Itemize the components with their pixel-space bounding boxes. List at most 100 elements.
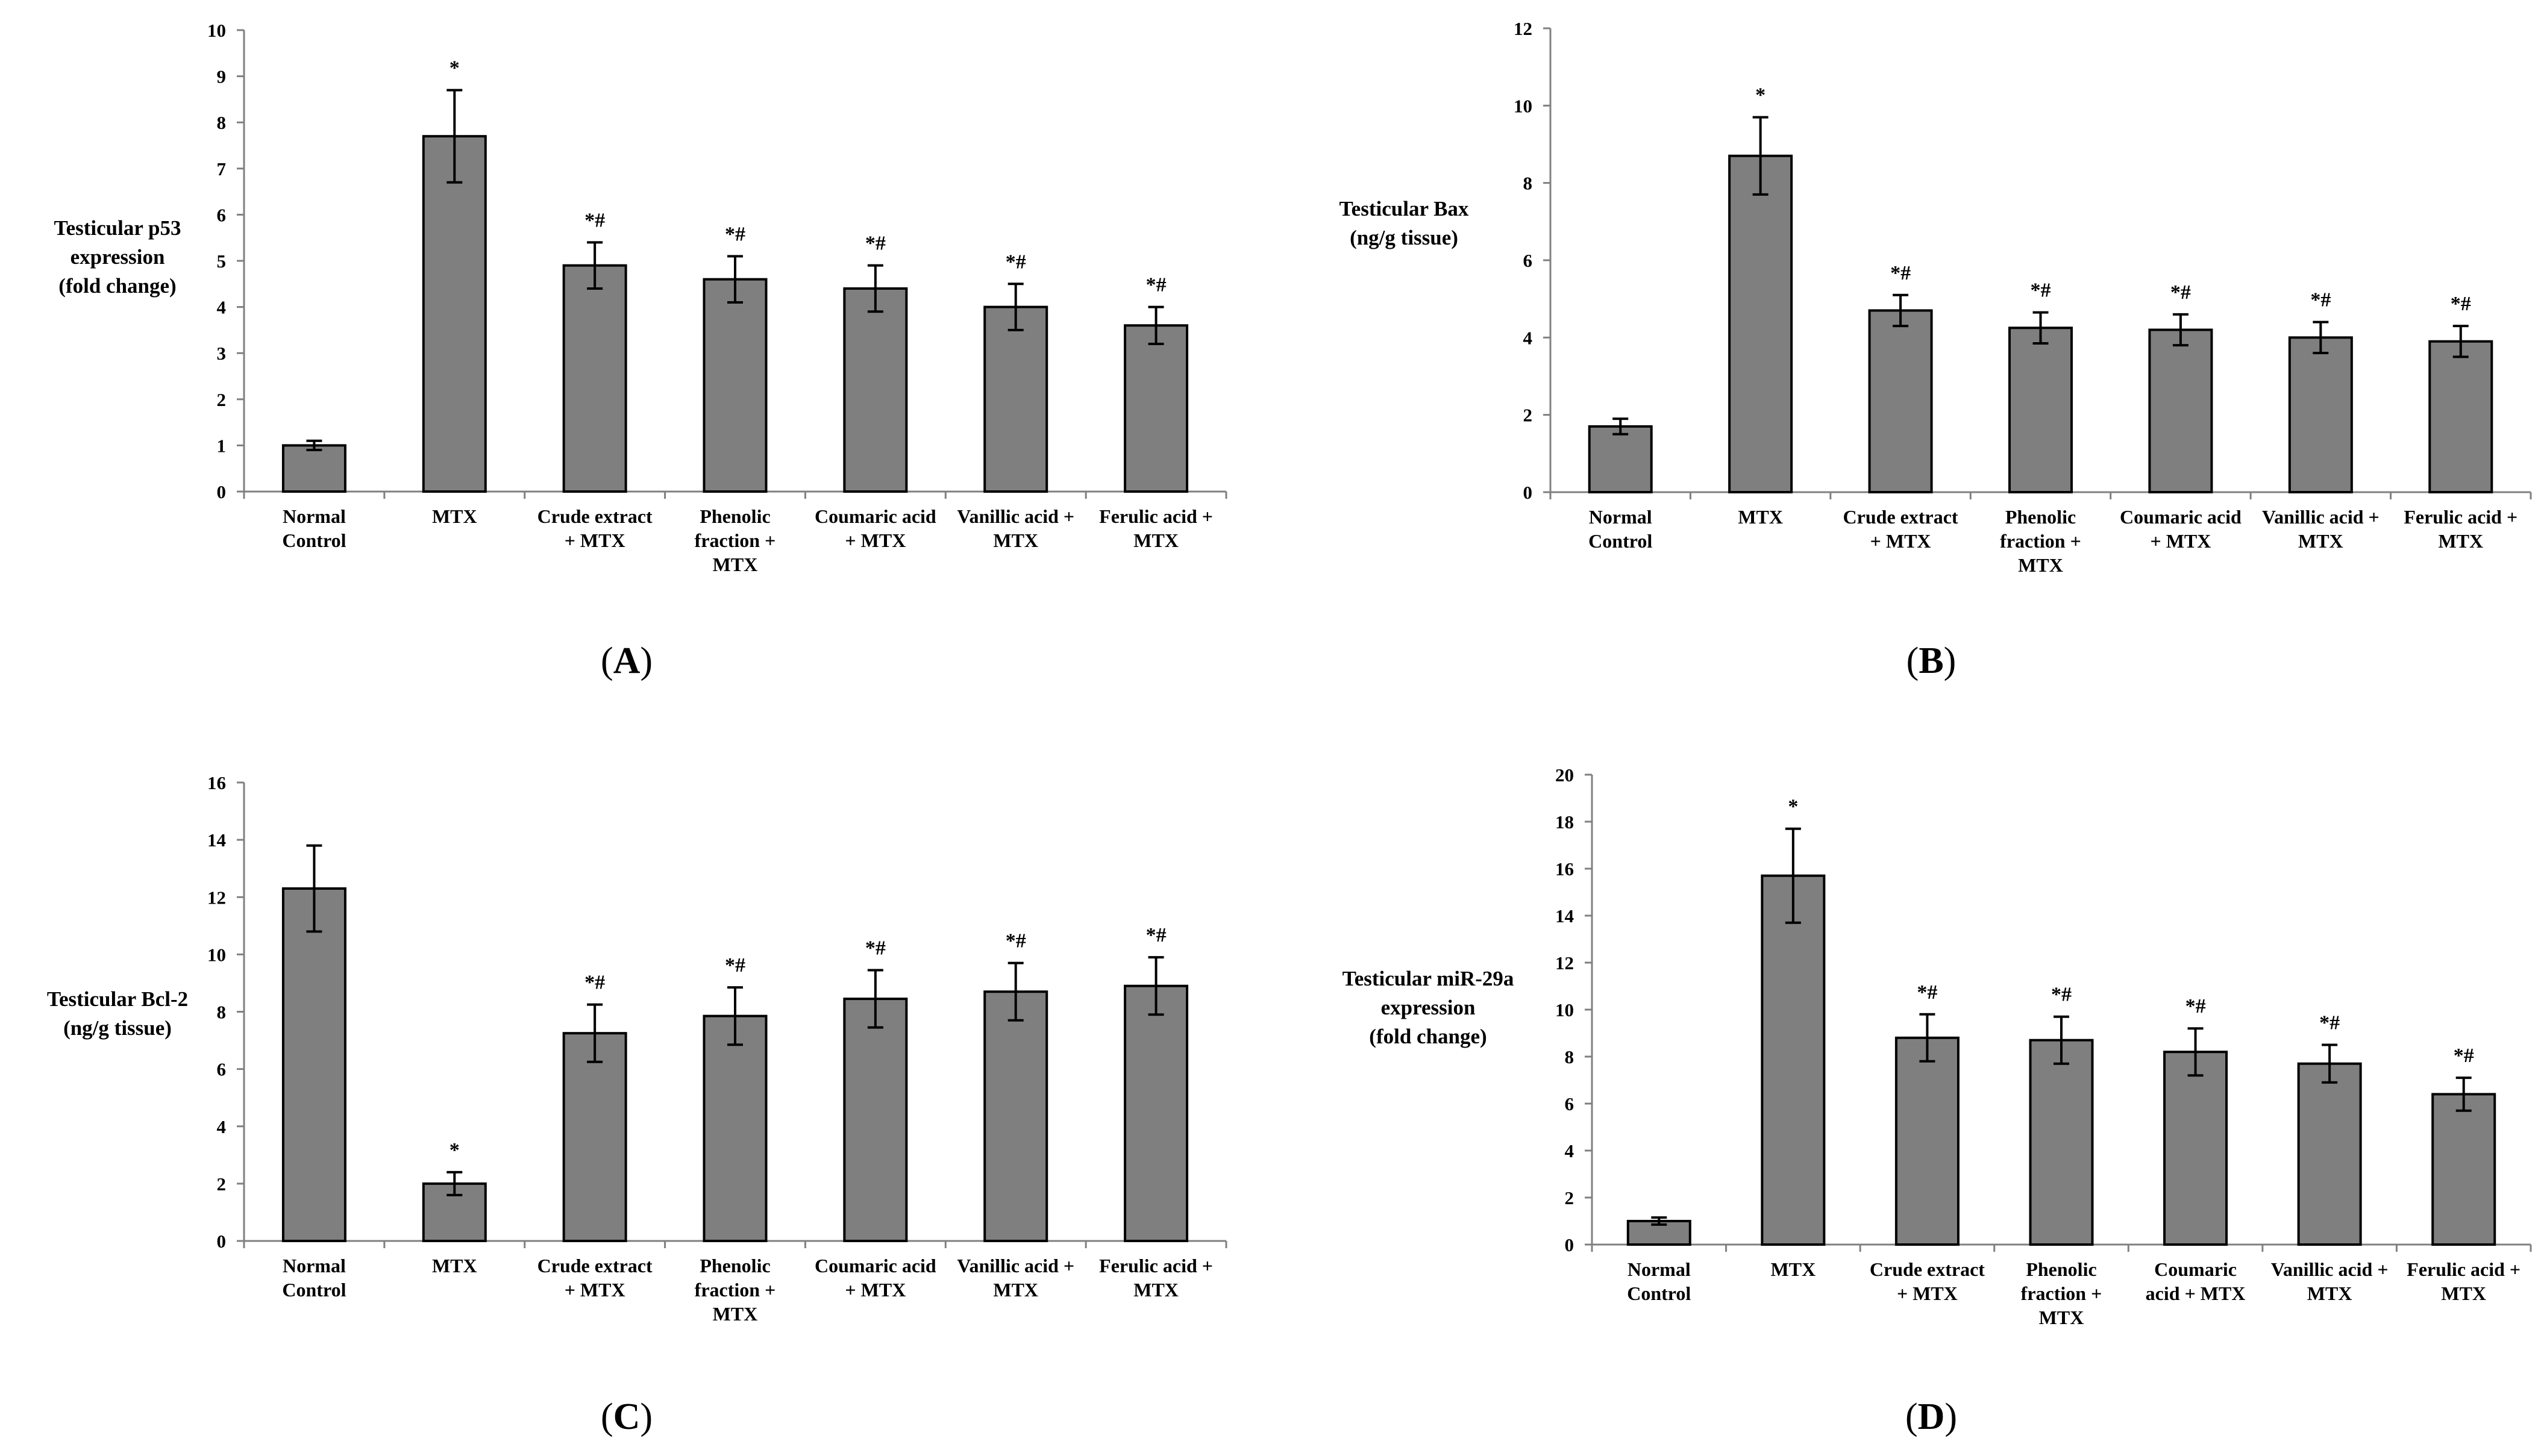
panel-b-category-label: Vanillic acid + MTX [2262, 506, 2380, 552]
panel-b-bar [2428, 340, 2493, 493]
panel-d-bar [1626, 1220, 1691, 1246]
panel-d-bar [2029, 1039, 2094, 1246]
panel-c-category-label: MTX [432, 1255, 477, 1276]
panel-c-bar [281, 887, 346, 1242]
panel-b-significance-label: *# [1890, 262, 1911, 284]
panel-c-y-tick-label: 16 [207, 772, 226, 793]
panel-a-y-tick-label: 1 [217, 435, 227, 456]
panel-b-bar [1588, 425, 1653, 494]
panel-b-category-label: Normal Control [1588, 506, 1652, 552]
panel-d-category-label: Crude extract + MTX [1870, 1258, 1985, 1304]
panel-a-significance-label: *# [1006, 251, 1026, 273]
panel-c-significance-label: *# [584, 972, 605, 994]
panel-c-category-label: Normal Control [282, 1255, 346, 1301]
panel-a-bar [422, 135, 487, 493]
panel-d-significance-label: *# [1917, 981, 1937, 1004]
panel-b-significance-label: *# [2451, 293, 2471, 315]
panel-a-bar [281, 444, 346, 493]
panel-c-letter: (C) [601, 1396, 653, 1437]
panel-c-bar [562, 1032, 627, 1242]
panel-c-y-tick-label: 6 [217, 1059, 227, 1080]
panel-b-category-label: Crude extract + MTX [1843, 506, 1958, 552]
panel-d-bar [2163, 1051, 2228, 1246]
panel-a-y-axis-title: Testicular p53 expression (fold change) [54, 216, 181, 298]
panel-d-significance-label: *# [2454, 1045, 2474, 1067]
panel-c-y-axis-title: Testicular Bcl-2 (ng/g tissue) [47, 987, 188, 1040]
panel-d-category-label: Vanillic acid + MTX [2271, 1258, 2389, 1304]
panel-a-significance-label: * [450, 57, 460, 80]
panel-b-y-tick-label: 0 [1523, 482, 1533, 503]
panel-b-significance-label: * [1755, 84, 1765, 107]
panel-c-category-label: Crude extract + MTX [537, 1255, 653, 1301]
panel-b-y-tick-label: 2 [1523, 405, 1533, 426]
panel-d-y-tick-label: 16 [1555, 858, 1574, 880]
panel-c-category-label: Vanillic acid + MTX [957, 1255, 1074, 1301]
panel-a-bar [983, 305, 1048, 493]
panel-a-y-tick-label: 10 [207, 20, 226, 41]
panel-a-y-tick-label: 7 [217, 158, 227, 180]
panel-a-y-tick-label: 4 [217, 297, 227, 318]
panel-c-y-tick-label: 0 [217, 1231, 227, 1252]
panel-d-bar [2297, 1062, 2362, 1246]
panel-c-significance-label: *# [1006, 930, 1026, 952]
panel-d-y-tick-label: 10 [1555, 999, 1574, 1020]
panel-b-category-label: MTX [1738, 506, 1783, 528]
panel-c-bar [983, 990, 1048, 1243]
panel-b-y-axis-title: Testicular Bax (ng/g tissue) [1339, 197, 1469, 249]
panel-a-significance-label: *# [584, 209, 605, 231]
panel-a-category-label: Coumaric acid + MTX [815, 505, 936, 551]
panel-d-bar [1894, 1036, 1960, 1246]
panel-c-significance-label: *# [725, 954, 745, 976]
panel-c-category-label: Phenolic fraction + MTX [695, 1255, 776, 1325]
panel-c-category-label: Ferulic acid + MTX [1099, 1255, 1213, 1301]
panel-c-bar [1124, 984, 1189, 1242]
panel-a-y-tick-label: 8 [217, 112, 227, 133]
panel-a-y-tick-label: 0 [217, 481, 227, 502]
panel-d-category-label: MTX [1771, 1258, 1816, 1280]
panel-d-significance-label: *# [2319, 1012, 2340, 1034]
panel-a-y-tick-label: 9 [217, 66, 227, 87]
panel-a-category-label: Phenolic fraction + MTX [695, 505, 776, 575]
panel-b-y-tick-label: 10 [1514, 95, 1532, 116]
panel-c-y-tick-label: 14 [207, 830, 226, 851]
chart-panel-b: 0 2 4 6 8 10 12 Normal Control * MTX *# Crude extrac… [1339, 18, 2532, 681]
panel-d-y-tick-label: 2 [1565, 1187, 1574, 1208]
panel-d-bar [2431, 1093, 2496, 1246]
panel-b-bar [2288, 336, 2353, 493]
panel-b-y-tick-label: 8 [1523, 173, 1533, 194]
panel-c-significance-label: *# [1146, 924, 1167, 946]
chart-panel-d: 0 2 4 6 8 10 12 14 16 18 20 Normal Control * MTX *# Crud… [1342, 764, 2532, 1437]
panel-c-significance-label: * [450, 1139, 460, 1161]
panel-c-y-tick-label: 10 [207, 944, 226, 965]
panel-d-y-axis-title: Testicular miR-29a expression (fold change… [1342, 967, 1514, 1048]
panel-b-category-label: Ferulic acid + MTX [2404, 506, 2517, 552]
panel-c-y-tick-label: 4 [217, 1116, 227, 1137]
panel-d-category-label: Coumaric acid + MTX [2146, 1258, 2246, 1304]
panel-b-bar [2148, 328, 2213, 493]
panel-a-category-label: Vanillic acid + MTX [957, 505, 1074, 551]
panel-b-bar [1868, 309, 1933, 494]
panel-d-significance-label: * [1788, 796, 1798, 818]
panel-b-bar [2008, 327, 2073, 494]
panel-b-category-label: Coumaric acid + MTX [2120, 506, 2242, 552]
panel-c-category-label: Coumaric acid + MTX [815, 1255, 936, 1301]
panel-a-significance-label: *# [725, 223, 745, 245]
panel-a-category-label: Normal Control [282, 505, 346, 551]
panel-a-y-tick-label: 3 [217, 343, 227, 364]
panel-a-letter: (A) [601, 640, 653, 681]
panel-d-y-tick-label: 4 [1565, 1140, 1574, 1161]
panel-d-letter: (D) [1905, 1396, 1957, 1437]
panel-a-y-tick-label: 2 [217, 389, 227, 410]
panel-c-significance-label: *# [865, 937, 886, 960]
panel-a-significance-label: *# [1146, 274, 1167, 296]
panel-a-category-label: Ferulic acid + MTX [1099, 505, 1213, 551]
panel-c-y-tick-label: 8 [217, 1002, 227, 1023]
chart-panel-a: 0 1 2 3 4 5 6 7 8 9 10 Normal Control * MTX *# Crude ext… [54, 20, 1227, 681]
panel-d-category-label: Phenolic fraction + MTX [2021, 1258, 2102, 1328]
panel-d-significance-label: *# [2185, 995, 2206, 1017]
panel-d-y-tick-label: 20 [1555, 764, 1574, 786]
panel-a-category-label: Crude extract + MTX [537, 505, 653, 551]
panel-a-bar [562, 264, 627, 493]
panel-d-bar [1761, 874, 1826, 1246]
panel-d-y-tick-label: 6 [1565, 1093, 1574, 1114]
